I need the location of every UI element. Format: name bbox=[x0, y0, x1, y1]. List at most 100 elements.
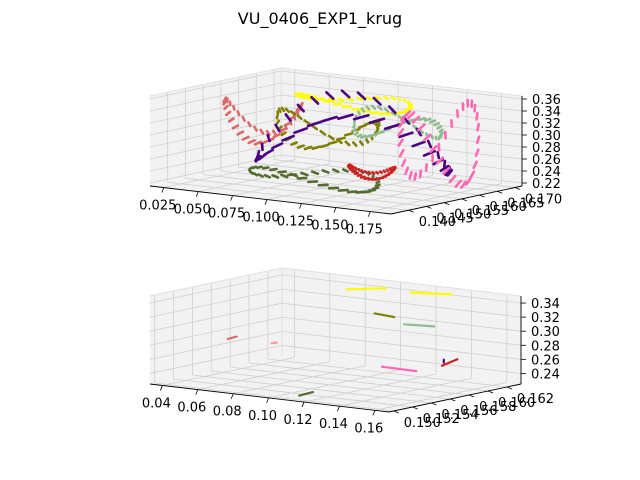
z-tick-label: 0.34 bbox=[532, 105, 561, 120]
vector-mark bbox=[404, 166, 410, 175]
vector-mark bbox=[418, 169, 423, 179]
grid-line bbox=[248, 362, 489, 392]
y-tick-label: 0.145 bbox=[436, 211, 473, 226]
axes-bottom: 0.04 0.06 0.08 0.10 0.12 0.14 0.16 0.1500.1520.… bbox=[142, 267, 560, 436]
vector-mark bbox=[296, 144, 305, 149]
grid-line bbox=[281, 274, 522, 304]
vector-mark bbox=[347, 165, 353, 170]
vector-mark bbox=[368, 117, 386, 124]
vector-mark bbox=[398, 119, 406, 128]
grid-line bbox=[281, 302, 522, 332]
vector-mark bbox=[454, 179, 463, 188]
vector-mark bbox=[358, 140, 364, 146]
vector-mark bbox=[271, 174, 280, 179]
vector-mark bbox=[371, 171, 376, 175]
vector-mark bbox=[383, 123, 401, 131]
grid-line bbox=[281, 330, 522, 360]
z-tick-label: 0.28 bbox=[532, 141, 561, 156]
grid-line bbox=[149, 70, 282, 100]
vector-mark bbox=[422, 133, 432, 142]
vector-mark bbox=[363, 170, 368, 174]
vector-mark bbox=[378, 170, 383, 175]
vector-mark bbox=[253, 140, 263, 146]
grid-line bbox=[198, 163, 330, 192]
z-tick-label: 0.30 bbox=[532, 129, 561, 144]
vector-mark bbox=[277, 170, 288, 174]
x-tick-label: 0.150 bbox=[311, 219, 348, 234]
vector-mark bbox=[280, 173, 289, 179]
vector-mark bbox=[336, 97, 345, 102]
vector-mark bbox=[269, 167, 278, 172]
vector-segment bbox=[226, 335, 238, 341]
vector-mark bbox=[448, 174, 457, 184]
grid-line bbox=[273, 159, 515, 188]
vector-mark bbox=[407, 102, 413, 106]
y-tick-label: 0.165 bbox=[507, 196, 544, 211]
vector-mark bbox=[225, 110, 232, 117]
vector-mark bbox=[343, 132, 354, 137]
vector-mark bbox=[327, 140, 338, 146]
vector-mark bbox=[297, 94, 302, 99]
vector-mark bbox=[271, 129, 277, 136]
vector-mark bbox=[385, 168, 390, 173]
x-axis-line bbox=[149, 383, 390, 413]
y-tick-mark bbox=[497, 190, 503, 194]
vector-mark bbox=[321, 115, 338, 123]
vector-mark bbox=[331, 168, 340, 173]
vector-mark bbox=[222, 97, 227, 103]
grid-line bbox=[232, 167, 364, 196]
vector-mark bbox=[374, 183, 381, 188]
vector-mark bbox=[280, 131, 287, 137]
x-tick-mark bbox=[264, 199, 268, 205]
pane-edge bbox=[281, 267, 522, 297]
grid-line bbox=[167, 181, 409, 211]
x-tick-mark bbox=[372, 410, 376, 416]
grid-line bbox=[280, 70, 523, 100]
vector-mark bbox=[256, 165, 263, 170]
grid-line bbox=[374, 381, 507, 411]
vector-mark bbox=[305, 96, 313, 101]
grid-line bbox=[149, 345, 283, 374]
z-tick-label: 0.28 bbox=[531, 339, 560, 354]
vector-mark bbox=[455, 109, 460, 119]
vector-mark bbox=[357, 110, 362, 116]
vector-mark bbox=[261, 166, 270, 170]
vector-mark bbox=[351, 169, 357, 173]
grid-line bbox=[149, 274, 283, 304]
vector-mark bbox=[374, 121, 381, 127]
vector-mark bbox=[402, 98, 407, 103]
y-tick-label: 0.170 bbox=[525, 193, 562, 208]
x-axis-line bbox=[149, 185, 392, 215]
x-tick-label: 0.050 bbox=[174, 203, 211, 218]
vector-mark bbox=[359, 134, 367, 139]
vector-mark bbox=[259, 128, 265, 135]
vector-mark bbox=[388, 167, 392, 172]
vector-mark bbox=[426, 139, 433, 149]
vector-mark bbox=[450, 119, 454, 128]
vector-mark bbox=[408, 171, 413, 180]
vector-mark bbox=[352, 123, 356, 129]
grid-line bbox=[230, 366, 470, 396]
vector-mark bbox=[327, 134, 335, 141]
vector-mark bbox=[265, 130, 271, 137]
vector-mark bbox=[406, 111, 416, 120]
vector-mark bbox=[403, 108, 411, 113]
vector-mark bbox=[376, 105, 383, 111]
vector-mark bbox=[252, 172, 259, 177]
vector-mark bbox=[434, 135, 438, 141]
grid-line bbox=[339, 377, 472, 407]
grid-line bbox=[233, 365, 366, 395]
vector-mark bbox=[406, 100, 410, 104]
vector-mark bbox=[241, 135, 250, 141]
x-tick-label: 0.025 bbox=[139, 199, 176, 214]
y-tick-label: 0.156 bbox=[460, 404, 497, 419]
y-tick-label: 0.140 bbox=[419, 215, 456, 230]
vector-mark bbox=[383, 107, 390, 113]
vector-mark bbox=[423, 117, 432, 122]
grid-line bbox=[149, 302, 283, 332]
vector-mark bbox=[263, 173, 272, 179]
vector-mark bbox=[436, 125, 443, 130]
vector-mark bbox=[272, 133, 281, 139]
vector-mark bbox=[247, 121, 252, 128]
vector-mark bbox=[335, 136, 346, 142]
